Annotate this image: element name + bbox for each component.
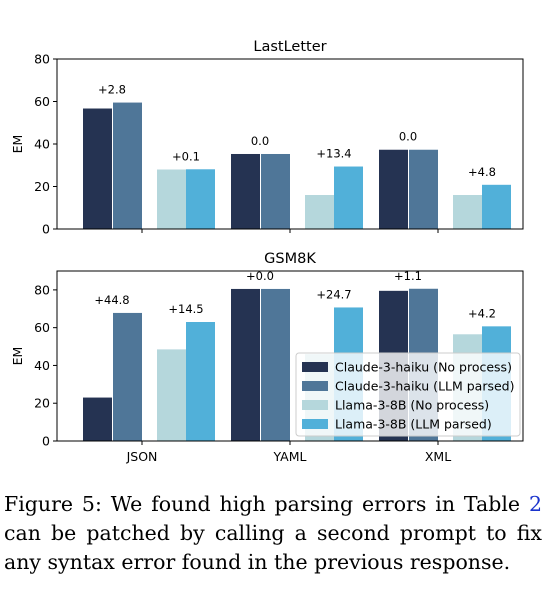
bar-yaml-series-1: [261, 288, 290, 441]
subplot-gsm8k: 0 20 40 60 80 EM GSM8K JSON YAML XML +44.8 +14.5 +0.…: [10, 251, 524, 464]
x-tick-label: JSON: [126, 449, 158, 464]
y-axis-label: EM: [10, 347, 25, 366]
subplot-lastletter: 0 20 40 60 80 EM LastLetter +2.8 +0.1 0.0 +13.4 0.0…: [10, 39, 524, 237]
bar-json-series-3: [186, 322, 215, 441]
legend: Claude-3-haiku (No process) Claude-3-haik…: [295, 352, 521, 437]
bar-json-series-2: [157, 169, 186, 229]
bar-xml-series-1: [409, 149, 438, 229]
y-tick-label: 0: [42, 222, 50, 237]
bar-xml-series-3: [482, 184, 511, 229]
legend-swatch-1: [302, 381, 328, 391]
y-tick-label: 40: [34, 137, 50, 152]
subplot-title: GSM8K: [264, 251, 316, 267]
legend-swatch-0: [302, 362, 328, 372]
legend-box: [295, 352, 521, 437]
bar-xml-series-2: [453, 195, 482, 229]
bar-json-series-3: [186, 169, 215, 229]
bar-json-series-2: [157, 349, 186, 441]
figure: 0 20 40 60 80 EM LastLetter +2.8 +0.1 0.0 +13.4 0.0…: [10, 39, 524, 464]
bar-yaml-series-1: [261, 153, 290, 229]
y-tick-label: 80: [34, 282, 50, 297]
figure-caption: Figure 5: We found high parsing errors i…: [4, 490, 542, 577]
bar-json-series-1: [113, 102, 142, 229]
delta-annotation: +13.4: [316, 147, 351, 161]
caption-text-before: Figure 5: We found high parsing errors i…: [4, 492, 529, 516]
delta-annotation: +0.0: [246, 269, 274, 283]
delta-annotation: +0.1: [172, 149, 200, 163]
bar-json-series-0: [83, 397, 112, 441]
delta-annotation: +14.5: [168, 302, 203, 316]
bar-json-series-0: [83, 108, 112, 229]
y-tick-label: 60: [34, 94, 50, 109]
legend-label-2: Llama-3-8B (No process): [335, 398, 489, 413]
y-tick-label: 20: [34, 179, 50, 194]
x-tick-label: XML: [425, 449, 451, 464]
bar-yaml-series-3: [334, 166, 363, 229]
bar-xml-series-0: [379, 149, 408, 229]
delta-annotation: +4.8: [468, 165, 496, 179]
y-tick-label: 40: [34, 358, 50, 373]
y-axis-label: EM: [10, 135, 25, 154]
subplot-title: LastLetter: [253, 39, 326, 55]
bar-yaml-series-2: [305, 195, 334, 229]
delta-annotation: +44.8: [94, 293, 129, 307]
x-tick-label: YAML: [273, 449, 307, 464]
legend-swatch-2: [302, 400, 328, 410]
delta-annotation: +24.7: [316, 287, 351, 301]
bar-yaml-series-0: [231, 288, 260, 441]
legend-label-3: Llama-3-8B (LLM parsed): [335, 417, 492, 432]
table-reference-link[interactable]: 2: [528, 492, 542, 516]
delta-annotation: 0.0: [399, 130, 417, 144]
y-tick-label: 0: [42, 434, 50, 449]
delta-annotation: +2.8: [98, 83, 126, 97]
y-tick-label: 60: [34, 320, 50, 335]
y-tick-label: 80: [34, 52, 50, 67]
delta-annotation: +4.2: [468, 306, 496, 320]
caption-text-after: can be patched by calling a second promp…: [4, 521, 542, 574]
y-tick-label: 20: [34, 396, 50, 411]
legend-swatch-3: [302, 419, 328, 429]
delta-annotation: 0.0: [251, 134, 269, 148]
bar-yaml-series-0: [231, 153, 260, 229]
delta-annotation: +1.1: [394, 269, 422, 283]
legend-label-0: Claude-3-haiku (No process): [335, 360, 512, 375]
legend-label-1: Claude-3-haiku (LLM parsed): [335, 379, 515, 394]
bar-json-series-1: [113, 312, 142, 441]
